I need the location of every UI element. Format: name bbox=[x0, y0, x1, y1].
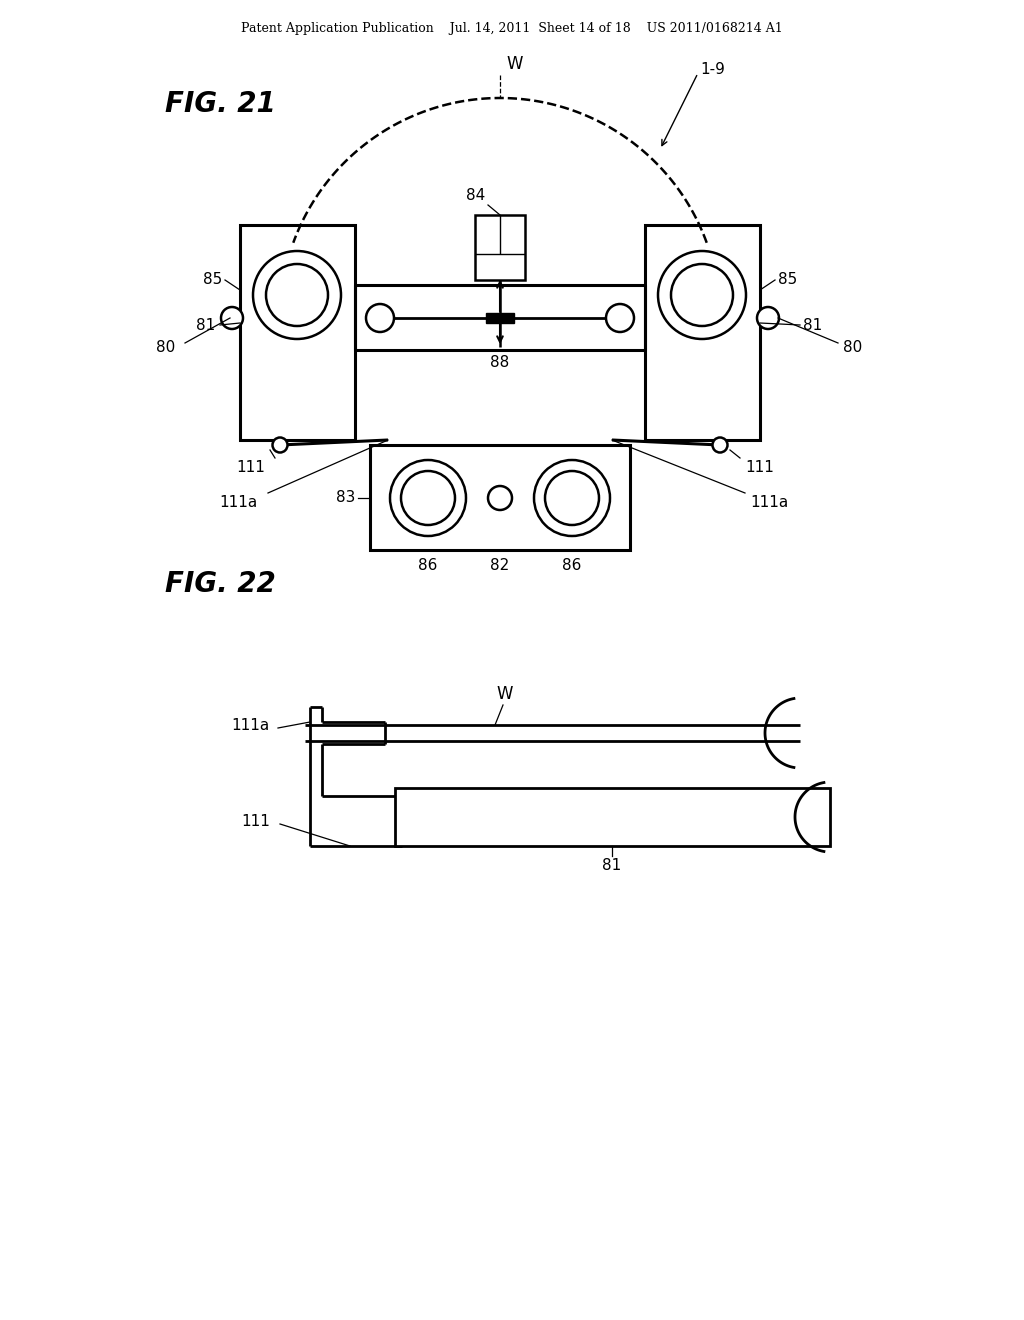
Text: Patent Application Publication    Jul. 14, 2011  Sheet 14 of 18    US 2011/01682: Patent Application Publication Jul. 14, … bbox=[241, 22, 783, 36]
Bar bbox=[370, 445, 630, 550]
Circle shape bbox=[366, 304, 394, 333]
Circle shape bbox=[390, 459, 466, 536]
Circle shape bbox=[658, 251, 746, 339]
Text: 82: 82 bbox=[490, 558, 510, 573]
Circle shape bbox=[606, 304, 634, 333]
Text: 84: 84 bbox=[466, 187, 485, 203]
Bar bbox=[395, 788, 830, 846]
Text: W: W bbox=[497, 685, 513, 704]
Text: 81: 81 bbox=[803, 318, 822, 333]
Bar bbox=[240, 224, 355, 440]
Text: 80: 80 bbox=[156, 341, 175, 355]
Circle shape bbox=[757, 308, 779, 329]
Text: 85: 85 bbox=[778, 272, 798, 288]
Text: FIG. 22: FIG. 22 bbox=[165, 570, 275, 598]
Circle shape bbox=[534, 459, 610, 536]
Bar bbox=[645, 224, 760, 440]
Text: 111: 111 bbox=[237, 459, 265, 475]
Circle shape bbox=[713, 437, 727, 453]
Text: 88: 88 bbox=[490, 355, 510, 370]
Bar bbox=[486, 313, 514, 323]
Text: 81: 81 bbox=[602, 858, 622, 873]
Text: FIG. 21: FIG. 21 bbox=[165, 90, 275, 117]
Text: 1-9: 1-9 bbox=[700, 62, 725, 78]
Text: W: W bbox=[507, 55, 523, 73]
Text: 111a: 111a bbox=[231, 718, 270, 734]
Text: 83: 83 bbox=[336, 491, 355, 506]
Text: 111a: 111a bbox=[220, 495, 258, 510]
Text: 111a: 111a bbox=[750, 495, 788, 510]
Circle shape bbox=[221, 308, 243, 329]
Circle shape bbox=[671, 264, 733, 326]
Circle shape bbox=[266, 264, 328, 326]
Text: 111: 111 bbox=[241, 813, 270, 829]
Circle shape bbox=[272, 437, 288, 453]
Text: 80: 80 bbox=[843, 341, 862, 355]
Circle shape bbox=[401, 471, 455, 525]
Text: 85: 85 bbox=[203, 272, 222, 288]
Circle shape bbox=[253, 251, 341, 339]
Circle shape bbox=[545, 471, 599, 525]
Text: 86: 86 bbox=[562, 558, 582, 573]
Text: 81: 81 bbox=[196, 318, 215, 333]
Text: 111: 111 bbox=[745, 459, 774, 475]
Circle shape bbox=[488, 486, 512, 510]
Bar bbox=[475, 215, 525, 280]
Text: 86: 86 bbox=[419, 558, 437, 573]
